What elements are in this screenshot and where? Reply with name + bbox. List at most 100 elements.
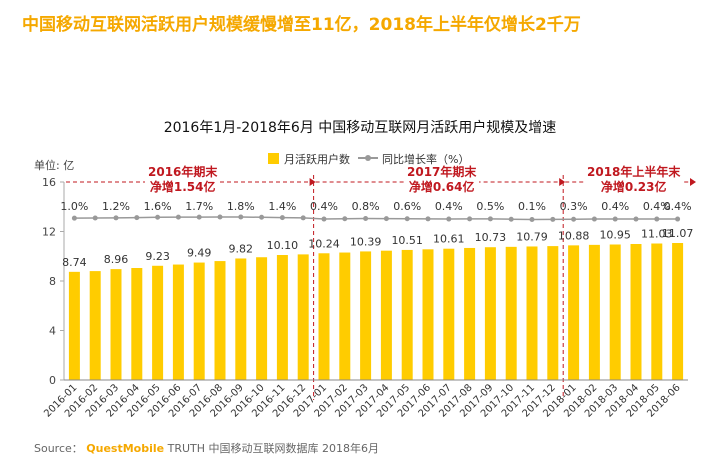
bar (152, 265, 164, 380)
bar (360, 251, 372, 380)
annotation-2016-line2: 净增1.54亿 (149, 180, 216, 194)
rate-point (134, 215, 140, 221)
period-arrowhead (309, 178, 316, 186)
chart-title: 2016年1月-2018年6月 中国移动互联网月活跃用户规模及增速 (164, 119, 557, 136)
legend-line-marker (365, 155, 371, 161)
annotation-2017-line1: 2017年期末 (407, 165, 477, 179)
legend: 月活跃用户数 同比增长率（%） (268, 152, 469, 166)
legend-bar-swatch (268, 153, 279, 164)
legend-line-label: 同比增长率（%） (382, 152, 469, 166)
y-tick-label: 4 (49, 325, 56, 338)
x-axis: 2016-012016-022016-032016-042016-052016-… (42, 379, 688, 420)
bar (214, 261, 226, 380)
rate-value-label: 1.8% (227, 200, 255, 213)
source-prefix: Source： (34, 442, 83, 455)
bar-value-label: 9.49 (187, 247, 212, 260)
bar-value-label: 10.61 (433, 233, 465, 246)
rate-point (467, 216, 473, 222)
rate-point (113, 215, 119, 221)
bar-series (68, 243, 684, 380)
rate-point (675, 216, 681, 222)
bar (422, 249, 434, 380)
annotation-2017-line2: 净增0.64亿 (408, 180, 475, 194)
bar (526, 246, 538, 380)
rate-point (300, 215, 306, 221)
bar-value-label: 10.73 (475, 231, 507, 244)
rate-point (425, 216, 431, 222)
bar (339, 252, 351, 380)
rate-point (612, 216, 618, 222)
rate-point (550, 216, 556, 222)
y-axis-label: 单位: 亿 (34, 158, 74, 172)
y-axis: 0 4 8 12 16 (42, 176, 65, 387)
rate-value-label: 1.0% (60, 200, 88, 213)
rate-value-label: 0.4% (435, 200, 463, 213)
rate-value-label: 0.4% (310, 200, 338, 213)
bar (568, 245, 580, 380)
y-tick-label: 12 (42, 226, 56, 239)
period-arrowhead (559, 178, 566, 186)
bar-value-label: 10.88 (558, 229, 590, 242)
headline: 中国移动互联网活跃用户规模缓慢增至11亿，2018年上半年仅增长2千万 (22, 15, 581, 35)
annotation-2018-line1: 2018年上半年末 (587, 165, 681, 179)
rate-point (175, 214, 181, 220)
bar (172, 264, 184, 380)
rate-point (383, 216, 389, 222)
rate-point (342, 216, 348, 222)
bar (276, 255, 288, 380)
bar-value-label: 10.24 (308, 237, 340, 250)
bar-value-label: 10.10 (267, 239, 299, 252)
rate-value-label: 1.4% (268, 200, 296, 213)
rate-point (217, 214, 223, 220)
rate-point (591, 216, 597, 222)
rate-point (487, 216, 493, 222)
rate-point (633, 216, 639, 222)
bar (193, 262, 205, 380)
rate-value-label: 0.3% (560, 200, 588, 213)
bar (672, 243, 684, 380)
rate-value-label: 0.8% (352, 200, 380, 213)
bar (464, 247, 476, 380)
rate-point (196, 214, 202, 220)
annotation-2018-line2: 净增0.23亿 (600, 180, 667, 194)
rate-point (238, 214, 244, 220)
bar (68, 271, 80, 380)
bar (505, 246, 517, 380)
bar-value-label: 9.82 (229, 242, 254, 255)
bar (89, 271, 101, 380)
rate-point (71, 215, 77, 221)
rate-point (654, 216, 660, 222)
rate-point (259, 214, 265, 220)
rate-point (321, 216, 327, 222)
rate-point (446, 216, 452, 222)
bar (256, 257, 268, 380)
rate-value-label: 0.5% (476, 200, 504, 213)
bar (609, 244, 621, 380)
y-tick-label: 16 (42, 176, 56, 189)
bar-value-label: 9.23 (145, 250, 170, 263)
rate-point (92, 215, 98, 221)
bar (380, 250, 392, 380)
period-arrowhead (690, 178, 696, 186)
bar-value-label: 8.74 (62, 256, 87, 269)
bar-value-label: 10.79 (516, 230, 548, 243)
rate-point (363, 215, 369, 221)
rate-value-label: 1.2% (102, 200, 130, 213)
bar-value-labels: 8.74 8.96 9.23 9.49 9.82 10.10 10.24 10.39 10.51… (62, 227, 693, 269)
bar (297, 254, 309, 380)
bar (588, 244, 600, 380)
bar-value-label: 10.51 (391, 234, 423, 247)
rate-value-label: 0.4% (664, 200, 692, 213)
rate-value-label: 0.4% (643, 200, 671, 213)
bar (318, 253, 330, 380)
bar (235, 258, 247, 380)
rate-value-labels: 1.0% 1.2% 1.6% 1.7% 1.8% 1.4% 0.4% 0.8% 0.6% 0.4%… (60, 200, 691, 213)
rate-series (71, 214, 681, 222)
rate-value-label: 1.6% (144, 200, 172, 213)
rate-point (571, 216, 577, 222)
source-brand: QuestMobile (86, 442, 165, 455)
rate-value-label: 1.7% (185, 200, 213, 213)
bar-value-label: 10.39 (350, 235, 382, 248)
rate-point (508, 216, 514, 222)
